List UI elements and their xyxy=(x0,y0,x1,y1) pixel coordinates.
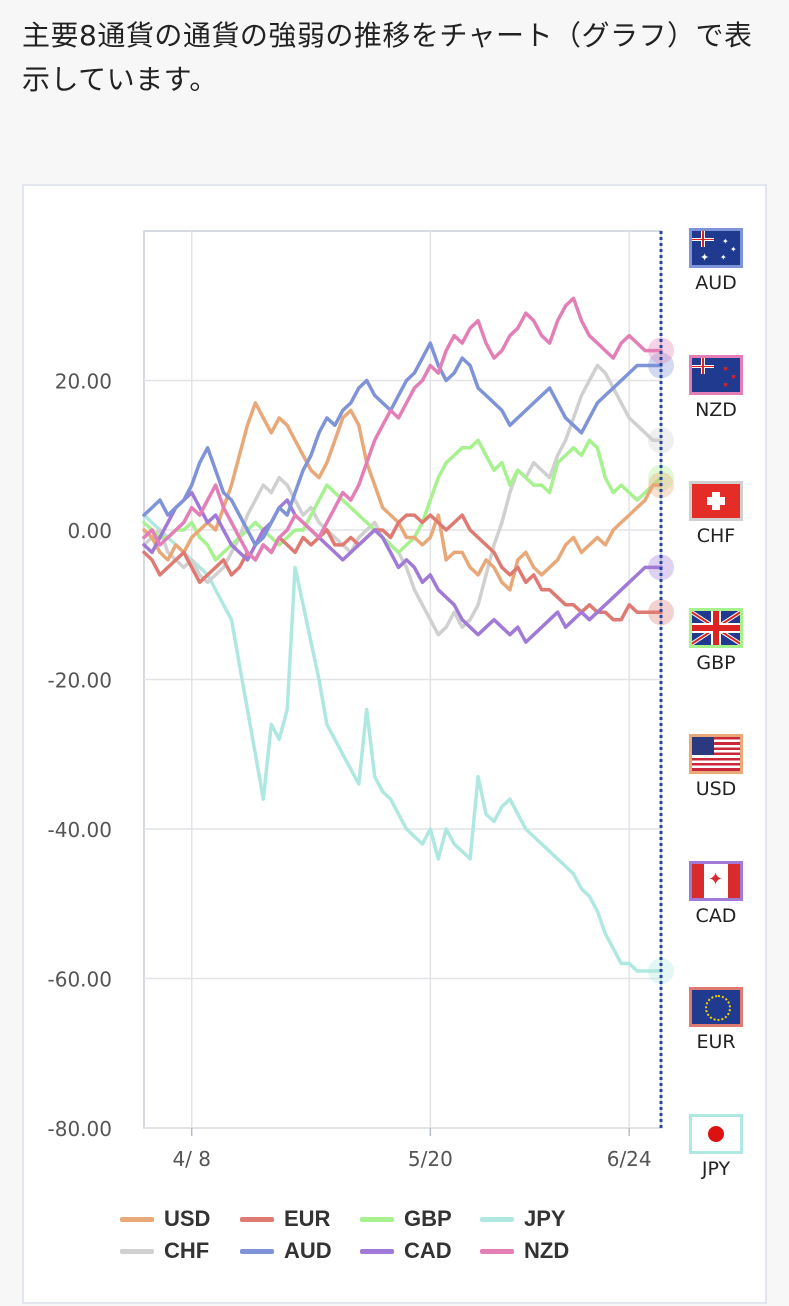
flag-item-jpy[interactable]: JPY xyxy=(686,1113,746,1180)
currency-strength-chart: 20.00 0.00 -20.00 -40.00 -60.00 -80.00 4/ 8 5/2… xyxy=(48,230,674,1171)
y-tick-label: -40.00 xyxy=(48,818,112,842)
legend-swatch xyxy=(120,1216,154,1222)
chart-panel: 20.00 0.00 -20.00 -40.00 -60.00 -80.00 4/ 8 5/2… xyxy=(22,184,767,1304)
uk-flag-icon xyxy=(689,607,743,648)
x-tick-label: 5/20 xyxy=(408,1147,453,1171)
legend-item-nzd[interactable]: NZD xyxy=(480,1238,569,1264)
y-tick-label: 0.00 xyxy=(67,519,112,543)
flag-label: GBP xyxy=(696,651,736,674)
flag-item-eur[interactable]: EUR xyxy=(686,987,746,1053)
flag-label: NZD xyxy=(695,398,737,421)
series-line-aud xyxy=(142,341,663,547)
series-line-nzd xyxy=(142,296,663,562)
legend-label: EUR xyxy=(284,1206,331,1231)
switzerland-flag-icon xyxy=(689,481,743,521)
legend-item-gbp[interactable]: GBP xyxy=(360,1206,452,1232)
flag-item-chf[interactable]: CHF xyxy=(686,481,746,547)
flag-item-aud[interactable]: ✦ ✦ ✦ ✦ AUD xyxy=(686,228,746,294)
page-description: 主要8通貨の通貨の強弱の推移をチャート（グラフ）で表示しています。 xyxy=(22,19,753,96)
flag-item-nzd[interactable]: ★ ★ ★ NZD xyxy=(686,354,746,421)
series-line-cad xyxy=(142,490,663,644)
legend-swatch xyxy=(120,1248,154,1254)
series-line-gbp xyxy=(142,438,663,562)
series-end-marker-nzd xyxy=(648,337,674,364)
series-line-chf xyxy=(142,363,663,637)
legend-label: AUD xyxy=(284,1238,332,1263)
legend-item-cad[interactable]: CAD xyxy=(360,1238,452,1264)
legend-swatch xyxy=(480,1216,514,1222)
flag-item-cad[interactable]: ✦ CAD xyxy=(686,860,746,927)
series-line-eur xyxy=(142,513,663,622)
flag-label: EUR xyxy=(696,1031,736,1053)
australia-flag-icon: ✦ ✦ ✦ ✦ xyxy=(689,228,743,268)
series-end-marker-chf xyxy=(648,427,674,454)
flag-label: AUD xyxy=(695,272,737,294)
y-tick-label: 20.00 xyxy=(55,370,112,394)
y-tick-label: -60.00 xyxy=(48,968,112,992)
flag-label: CHF xyxy=(696,525,736,547)
y-tick-label: -20.00 xyxy=(48,669,112,693)
flag-label: JPY xyxy=(701,1157,731,1180)
us-flag-icon xyxy=(689,734,743,774)
legend-item-usd[interactable]: USD xyxy=(120,1206,210,1232)
series-line-jpy xyxy=(142,513,663,973)
legend-label: CAD xyxy=(404,1238,452,1263)
legend-item-chf[interactable]: CHF xyxy=(120,1238,209,1264)
legend-item-jpy[interactable]: JPY xyxy=(480,1206,566,1232)
legend-swatch xyxy=(240,1248,274,1254)
legend-swatch xyxy=(360,1216,394,1222)
legend-label: USD xyxy=(164,1206,211,1231)
eu-flag-icon xyxy=(689,987,743,1027)
new-zealand-flag-icon: ★ ★ ★ xyxy=(689,354,743,395)
japan-flag-icon xyxy=(689,1113,743,1154)
legend-swatch xyxy=(480,1248,514,1254)
legend-label: CHF xyxy=(164,1238,210,1263)
series-line-usd xyxy=(142,401,663,592)
canada-flag-icon: ✦ xyxy=(689,860,743,901)
x-tick-label: 6/24 xyxy=(607,1147,652,1171)
flag-label: CAD xyxy=(695,904,737,927)
legend-item-aud[interactable]: AUD xyxy=(240,1238,332,1264)
flag-item-usd[interactable]: USD xyxy=(686,734,746,800)
y-tick-label: -80.00 xyxy=(48,1117,112,1141)
legend-label: GBP xyxy=(404,1206,452,1231)
series-end-marker-eur xyxy=(648,599,674,626)
flag-item-gbp[interactable]: GBP xyxy=(686,607,746,674)
legend-label: JPY xyxy=(524,1206,566,1231)
legend-label: NZD xyxy=(524,1238,570,1263)
legend-swatch xyxy=(240,1216,274,1222)
x-tick-label: 4/ 8 xyxy=(172,1147,211,1171)
legend-swatch xyxy=(360,1248,394,1254)
legend-item-eur[interactable]: EUR xyxy=(240,1206,330,1232)
flag-label: USD xyxy=(695,778,737,800)
